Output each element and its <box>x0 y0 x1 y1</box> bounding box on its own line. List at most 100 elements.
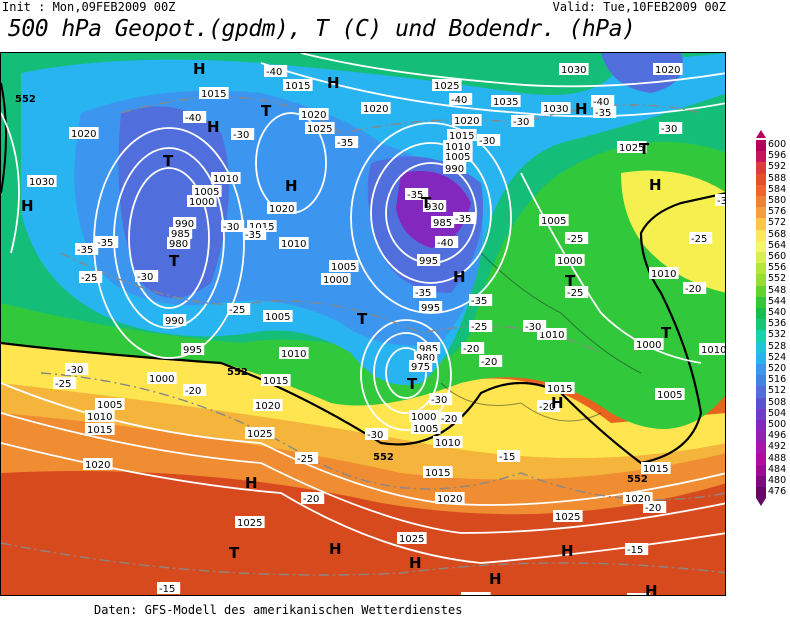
pressure-label-bg <box>433 436 463 448</box>
pressure-label-bg <box>27 175 57 187</box>
temperature-label: -30 <box>367 430 383 441</box>
legend-entry: 508 <box>752 397 790 409</box>
temperature-label-bg <box>135 270 159 282</box>
pressure-label-bg <box>147 372 177 384</box>
pressure-label: 1025 <box>434 81 459 92</box>
temperature-label-bg <box>625 543 649 555</box>
pressure-label-bg <box>699 343 725 355</box>
legend-swatch <box>756 476 766 488</box>
temperature-label: -35 <box>97 238 113 249</box>
pressure-center-label: H <box>453 268 466 286</box>
pressure-center-label: H <box>329 540 342 558</box>
legend-entry: 572 <box>752 217 790 230</box>
temperature-label-bg <box>79 271 103 283</box>
temperature-label: -40 <box>437 238 453 249</box>
temperature-label-bg <box>53 377 77 389</box>
pressure-label-bg <box>181 343 205 355</box>
temperature-label: -35 <box>407 190 423 201</box>
legend-swatch <box>756 196 766 208</box>
temperature-label: -30 <box>137 272 153 283</box>
pressure-label: 1015 <box>547 384 572 395</box>
legend-entry: 520 <box>752 363 790 376</box>
legend-entry: 524 <box>752 352 790 364</box>
pressure-label: 975 <box>411 362 430 373</box>
legend-label: 560 <box>768 251 787 262</box>
pressure-label-bg <box>85 410 115 422</box>
pressure-center-label: T <box>229 544 240 562</box>
pressure-label-bg <box>283 79 313 91</box>
pressure-center-label: T <box>261 102 272 120</box>
pressure-label-bg <box>443 150 473 162</box>
pressure-label-bg <box>361 102 391 114</box>
legend-label: 544 <box>768 295 787 307</box>
pressure-label: 1010 <box>539 330 564 341</box>
legend-label: 476 <box>768 486 787 498</box>
pressure-label-bg <box>539 214 569 226</box>
temperature-label-bg <box>565 232 589 244</box>
coastline <box>440 252 642 422</box>
temperature-label-bg <box>593 106 617 118</box>
field-blue-dark-w <box>118 106 229 298</box>
pressure-label: 1020 <box>301 110 326 121</box>
pressure-label: 1005 <box>445 152 470 163</box>
temperature-label: -25 <box>567 234 583 245</box>
legend-label: 596 <box>768 150 787 162</box>
legend-entry: 588 <box>752 173 790 185</box>
legend-swatch <box>756 173 766 185</box>
temperature-label-bg <box>221 220 245 232</box>
temperature-label: -25 <box>567 288 583 299</box>
pressure-label: 990 <box>175 219 194 230</box>
pressure-label: 980 <box>169 239 188 250</box>
temperature-label-bg <box>689 232 713 244</box>
legend-label: 592 <box>768 161 787 173</box>
temperature-label-bg <box>453 212 477 224</box>
pressure-label-bg <box>299 108 329 120</box>
temperature-label-bg <box>231 128 255 140</box>
legend-swatch <box>756 364 766 376</box>
temperature-label: -25 <box>55 379 71 390</box>
pressure-label-bg <box>443 162 467 174</box>
pressure-center-label: H <box>645 582 658 596</box>
pressure-label: 1020 <box>625 494 650 505</box>
legend-entry: 476 <box>752 486 790 499</box>
temperature-label: -20 <box>481 357 497 368</box>
temperature-label: -15 <box>499 452 515 463</box>
pressure-label: 1005 <box>331 262 356 273</box>
legend-swatch <box>756 274 766 286</box>
legend-label: 580 <box>768 195 787 206</box>
isobars <box>1 53 725 564</box>
legend-entry: 512 <box>752 385 790 398</box>
legend-swatch <box>756 162 766 174</box>
temperature-label: -15 <box>159 584 175 595</box>
pressure-label: 1000 <box>149 374 174 385</box>
pressure-center-label: H <box>193 60 206 78</box>
pressure-label: 985 <box>171 229 190 240</box>
temperature-label: -30 <box>717 196 726 207</box>
pressure-label-bg <box>85 423 115 435</box>
legend-entry: 552 <box>752 273 790 286</box>
weather-map[interactable]: 1015 1015 1020 1025 1020 1025 1035 1030 1030 1020… <box>0 52 726 596</box>
temperature-label: -20 <box>303 494 319 505</box>
pressure-label-bg <box>173 217 197 229</box>
pressure-label: 1035 <box>493 97 518 108</box>
temperature-label: -35 <box>77 245 93 256</box>
pressure-label-bg <box>411 422 441 434</box>
pressure-label: 1010 <box>281 239 306 250</box>
legend-swatch <box>756 487 766 499</box>
pressure-label: 1010 <box>213 174 238 185</box>
pressure-center-label: T <box>169 252 180 270</box>
pressure-label: 1015 <box>201 89 226 100</box>
pressure-label-bg <box>279 347 309 359</box>
pressure-label: 1005 <box>265 312 290 323</box>
legend-entry: 576 <box>752 206 790 219</box>
pressure-label-bg <box>305 122 335 134</box>
temperature-label-bg <box>295 452 319 464</box>
temperature-label: -30 <box>223 222 239 233</box>
legend-swatch <box>756 375 766 387</box>
temperature-label: -35 <box>595 108 611 119</box>
legend-swatch <box>756 420 766 432</box>
pressure-label-bg <box>69 127 99 139</box>
pressure-label: 1015 <box>263 376 288 387</box>
temperature-label: -40 <box>266 67 282 78</box>
pressure-label: 1020 <box>71 129 96 140</box>
